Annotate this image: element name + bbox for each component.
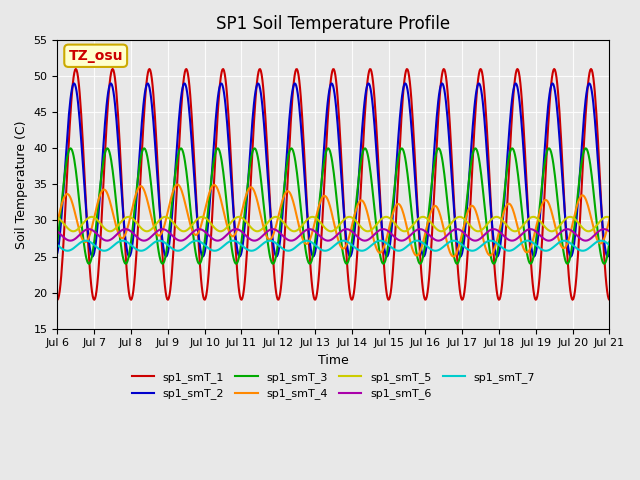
sp1_smT_4 xyxy=(54,219,61,225)
sp1_smT_1 xyxy=(417,270,425,276)
sp1_smT_3 xyxy=(605,239,613,245)
sp1_smT_7 xyxy=(178,247,186,252)
Y-axis label: Soil Temperature (C): Soil Temperature (C) xyxy=(15,120,28,249)
sp1_smT_2 xyxy=(63,131,71,136)
X-axis label: Time: Time xyxy=(318,354,349,367)
Legend: sp1_smT_1, sp1_smT_2, sp1_smT_3, sp1_smT_4, sp1_smT_5, sp1_smT_6, sp1_smT_7: sp1_smT_1, sp1_smT_2, sp1_smT_3, sp1_smT… xyxy=(127,368,540,404)
sp1_smT_6 xyxy=(545,238,552,243)
sp1_smT_2 xyxy=(54,250,61,255)
sp1_smT_3 xyxy=(122,261,129,266)
sp1_smT_3 xyxy=(402,160,410,166)
Line: sp1_smT_2: sp1_smT_2 xyxy=(58,84,609,256)
sp1_smT_6 xyxy=(605,228,613,234)
sp1_smT_1 xyxy=(177,108,185,114)
sp1_smT_4 xyxy=(177,186,185,192)
sp1_smT_4 xyxy=(450,253,458,259)
sp1_smT_1 xyxy=(63,166,71,172)
sp1_smT_6 xyxy=(401,237,408,243)
sp1_smT_4 xyxy=(63,191,71,197)
Line: sp1_smT_7: sp1_smT_7 xyxy=(58,240,609,251)
sp1_smT_2 xyxy=(120,223,128,229)
Line: sp1_smT_1: sp1_smT_1 xyxy=(58,69,609,300)
sp1_smT_1 xyxy=(121,241,129,247)
sp1_smT_3 xyxy=(178,146,186,152)
Line: sp1_smT_3: sp1_smT_3 xyxy=(58,148,609,264)
sp1_smT_5 xyxy=(205,219,213,225)
sp1_smT_3 xyxy=(140,145,148,151)
sp1_smT_5 xyxy=(63,225,71,231)
sp1_smT_5 xyxy=(605,215,613,220)
sp1_smT_7 xyxy=(605,242,613,248)
sp1_smT_4 xyxy=(173,181,181,187)
sp1_smT_1 xyxy=(605,297,613,303)
sp1_smT_5 xyxy=(177,227,184,233)
sp1_smT_1 xyxy=(206,249,214,254)
sp1_smT_5 xyxy=(438,228,445,234)
sp1_smT_7 xyxy=(54,242,61,248)
sp1_smT_3 xyxy=(207,180,215,186)
sp1_smT_4 xyxy=(401,217,409,223)
sp1_smT_4 xyxy=(605,216,613,222)
sp1_smT_7 xyxy=(419,240,426,245)
sp1_smT_1 xyxy=(72,66,79,72)
Line: sp1_smT_4: sp1_smT_4 xyxy=(58,184,609,256)
sp1_smT_1 xyxy=(54,297,61,303)
sp1_smT_3 xyxy=(54,239,61,245)
sp1_smT_7 xyxy=(207,247,215,252)
sp1_smT_3 xyxy=(419,258,426,264)
sp1_smT_5 xyxy=(456,214,463,220)
sp1_smT_7 xyxy=(63,248,71,253)
sp1_smT_1 xyxy=(401,72,409,77)
sp1_smT_7 xyxy=(100,248,108,253)
sp1_smT_6 xyxy=(417,226,424,232)
sp1_smT_4 xyxy=(206,188,214,193)
sp1_smT_2 xyxy=(438,81,446,86)
sp1_smT_6 xyxy=(54,228,61,234)
sp1_smT_7 xyxy=(82,238,90,243)
sp1_smT_2 xyxy=(457,253,465,259)
sp1_smT_6 xyxy=(563,226,571,232)
sp1_smT_2 xyxy=(401,82,408,87)
sp1_smT_2 xyxy=(605,250,613,255)
sp1_smT_2 xyxy=(205,204,213,210)
sp1_smT_3 xyxy=(120,259,128,264)
sp1_smT_6 xyxy=(205,233,213,239)
Title: SP1 Soil Temperature Profile: SP1 Soil Temperature Profile xyxy=(216,15,451,33)
sp1_smT_7 xyxy=(122,239,129,244)
Line: sp1_smT_5: sp1_smT_5 xyxy=(58,217,609,231)
sp1_smT_4 xyxy=(120,234,128,240)
sp1_smT_6 xyxy=(63,237,71,243)
sp1_smT_6 xyxy=(177,238,184,243)
sp1_smT_3 xyxy=(63,154,71,159)
sp1_smT_2 xyxy=(417,242,424,248)
sp1_smT_5 xyxy=(120,216,128,222)
Text: TZ_osu: TZ_osu xyxy=(68,49,123,63)
sp1_smT_6 xyxy=(120,227,128,232)
sp1_smT_2 xyxy=(177,102,184,108)
sp1_smT_4 xyxy=(417,245,425,251)
Line: sp1_smT_6: sp1_smT_6 xyxy=(58,229,609,240)
sp1_smT_5 xyxy=(401,228,408,234)
sp1_smT_5 xyxy=(417,215,424,220)
sp1_smT_7 xyxy=(402,244,410,250)
sp1_smT_5 xyxy=(54,215,61,220)
